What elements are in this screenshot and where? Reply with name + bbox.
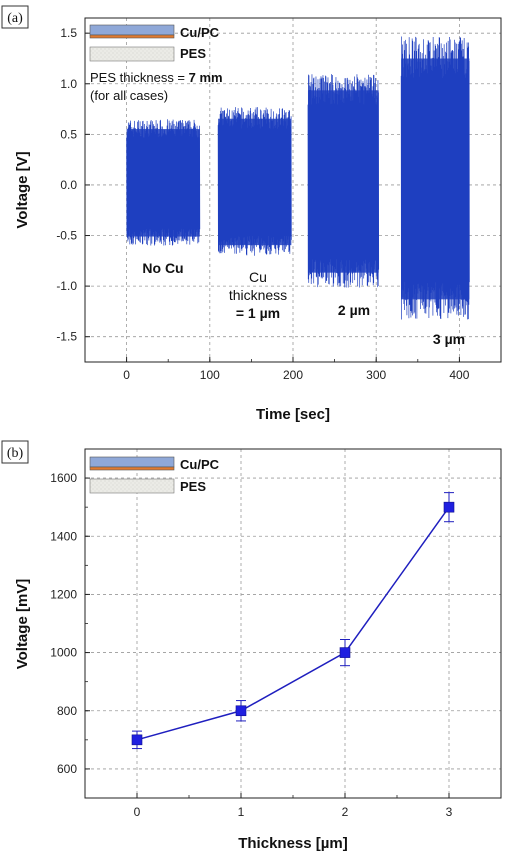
panel-b-series (131, 492, 455, 750)
panel-b-letter-box (1, 440, 29, 464)
x-tick-label: 1 (238, 805, 245, 819)
x-tick-label: 400 (449, 368, 469, 382)
panel-a-y-axis-label: Voltage [V] (14, 151, 31, 228)
panel-a-letter: (a) (7, 11, 23, 26)
waveform-core (307, 90, 379, 273)
data-point (443, 501, 455, 513)
panel-a-letter-box (1, 5, 29, 29)
annotation-cu-line1: Cu (249, 269, 267, 285)
annotation-3um: 3 µm (433, 331, 465, 347)
waveform-core (218, 118, 292, 246)
annotation-cu-line2: thickness (229, 287, 287, 303)
panel-b: (b) 0 1 2 3 600 800 1000 1200 1400 1600 Thickness… (1, 440, 502, 852)
legend-cu-pc-label: Cu/PC (180, 25, 220, 40)
cu-pc-swatch (89, 456, 175, 471)
annotation-no-cu: No Cu (142, 260, 183, 276)
panel-b-x-axis-label: Thickness [µm] (238, 835, 348, 852)
x-tick-label: 0 (134, 805, 141, 819)
x-tick-label: 200 (283, 368, 303, 382)
panel-a-waveforms (126, 36, 470, 320)
y-tick-label: 1000 (50, 646, 77, 660)
y-tick-label: 1.5 (60, 26, 77, 40)
waveform-core (126, 129, 200, 237)
y-tick-label: 0.5 (60, 127, 77, 141)
y-tick-label: 1200 (50, 587, 77, 601)
pes-swatch (89, 46, 175, 62)
annotation-cu-line3: = 1 µm (236, 305, 280, 321)
y-tick-label: -1.0 (56, 279, 77, 293)
y-tick-label: 1600 (50, 471, 77, 485)
legend-cu-pc-label: Cu/PC (180, 457, 220, 472)
y-tick-label: 600 (57, 762, 77, 776)
y-tick-label: 1400 (50, 529, 77, 543)
panel-b-plot-frame (84, 448, 502, 799)
data-point (339, 647, 351, 658)
y-tick-label: 0.0 (60, 178, 77, 192)
series-line (136, 506, 450, 741)
legend-pes-label: PES (180, 46, 206, 61)
y-tick-label: -1.5 (56, 330, 77, 344)
panel-a: (a) 0 100 200 300 400 -1.5 -1.0 -0.5 0.0 0.5 1.0 1.… (1, 5, 502, 423)
panel-b-letter: (b) (7, 446, 24, 461)
panel-a-ticks: 0 100 200 300 400 -1.5 -1.0 -0.5 0.0 0.5 1.0 1.5 (56, 26, 502, 382)
x-tick-label: 2 (342, 805, 349, 819)
note-value: 7 mm (189, 70, 223, 85)
panel-b-y-axis-label: Voltage [mV] (14, 579, 31, 670)
cu-pc-swatch (89, 24, 175, 39)
panel-b-legend: Cu/PC PES (89, 456, 220, 494)
panel-b-grid (85, 449, 501, 798)
x-tick-label: 300 (366, 368, 386, 382)
data-point (235, 705, 247, 717)
panel-b-ticks: 0 1 2 3 600 800 1000 1200 1400 1600 (50, 448, 502, 819)
x-tick-label: 100 (200, 368, 220, 382)
y-tick-label: -0.5 (56, 229, 77, 243)
panel-a-legend: Cu/PC PES (89, 24, 220, 62)
y-tick-label: 1.0 (60, 77, 77, 91)
panel-a-x-axis-label: Time [sec] (256, 406, 330, 423)
x-tick-label: 0 (123, 368, 130, 382)
pes-thickness-note: PES thickness = 7 mm (90, 70, 223, 85)
data-point (131, 734, 143, 746)
note-prefix: PES thickness = (90, 70, 189, 85)
pes-swatch (89, 478, 175, 494)
waveform-core (401, 58, 470, 300)
note-all-cases: (for all cases) (90, 88, 168, 103)
annotation-2um: 2 µm (338, 302, 370, 318)
legend-pes-label: PES (180, 479, 206, 494)
y-tick-label: 800 (57, 704, 77, 718)
x-tick-label: 3 (446, 805, 453, 819)
